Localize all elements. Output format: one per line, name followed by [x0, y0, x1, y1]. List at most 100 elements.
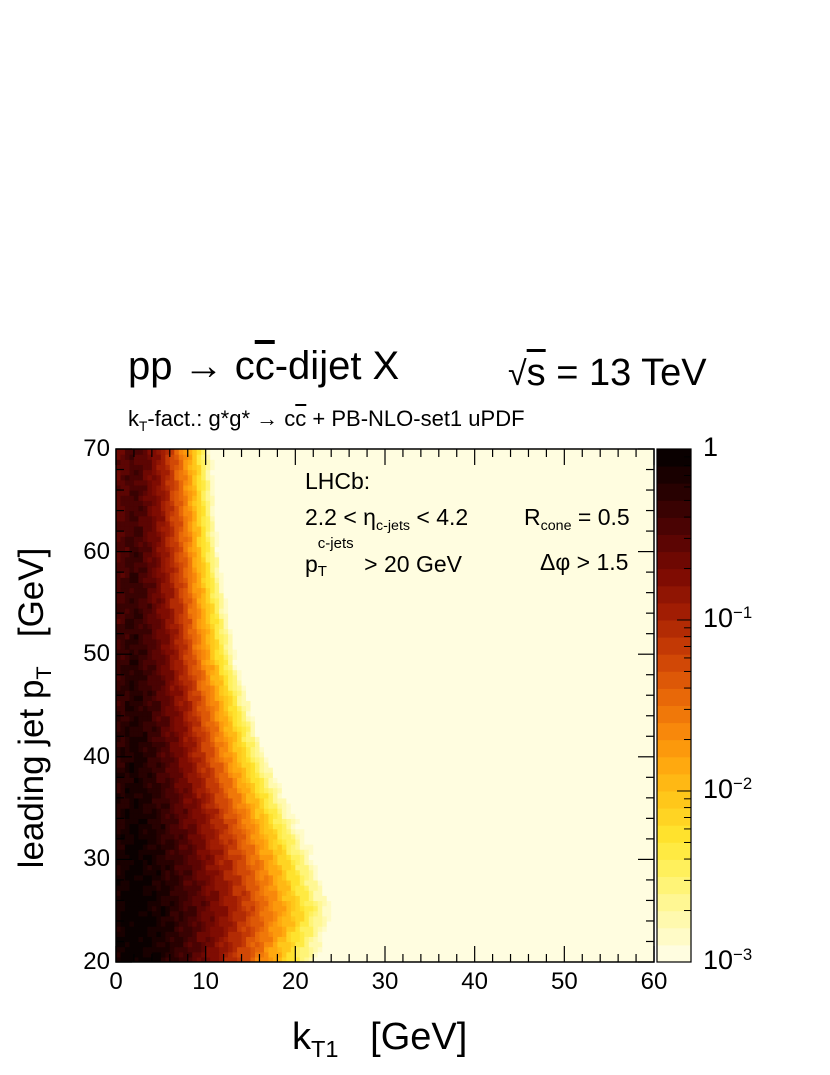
- heatmap-cell: [237, 946, 243, 953]
- heatmap-cell: [411, 792, 417, 799]
- heatmap-cell: [519, 946, 525, 953]
- heatmap-cell: [160, 946, 166, 953]
- heatmap-cell: [174, 813, 180, 819]
- heatmap-cell: [497, 802, 503, 809]
- heatmap-cell: [214, 895, 220, 902]
- heatmap-cell: [165, 761, 171, 768]
- heatmap-cell: [425, 920, 431, 927]
- heatmap-cell: [447, 905, 453, 912]
- heatmap-cell: [367, 905, 373, 912]
- heatmap-cell: [322, 777, 328, 784]
- heatmap-cell: [604, 869, 610, 876]
- heatmap-cell: [358, 802, 364, 809]
- heatmap-cell: [187, 854, 193, 860]
- heatmap-cell: [214, 818, 220, 825]
- heatmap-cell: [349, 792, 355, 799]
- heatmap-cell: [250, 864, 256, 871]
- heatmap-cell: [492, 808, 498, 814]
- heatmap-cell: [201, 808, 207, 814]
- heatmap-cell: [559, 854, 565, 860]
- heatmap-cell: [398, 900, 404, 907]
- heatmap-cell: [223, 777, 229, 784]
- heatmap-cell: [228, 833, 234, 840]
- heatmap-cell: [555, 874, 561, 881]
- heatmap-cell: [174, 926, 180, 932]
- heatmap-cell: [169, 905, 175, 912]
- heatmap-cell: [555, 864, 561, 871]
- heatmap-cell: [228, 787, 234, 794]
- heatmap-cell: [196, 931, 202, 937]
- heatmap-cell: [326, 869, 332, 876]
- heatmap-cell: [416, 767, 422, 773]
- heatmap-cell: [492, 890, 498, 896]
- heatmap-cell: [214, 756, 220, 763]
- heatmap-cell: [398, 751, 404, 758]
- heatmap-cell: [116, 844, 122, 850]
- heatmap-cell: [523, 767, 530, 773]
- heatmap-cell: [349, 746, 355, 753]
- heatmap-cell: [142, 844, 148, 850]
- heatmap-cell: [393, 808, 400, 814]
- heatmap-cell: [636, 915, 642, 922]
- heatmap-cell: [649, 910, 654, 917]
- heatmap-cell: [156, 756, 162, 763]
- heatmap-cell: [151, 761, 157, 768]
- heatmap-cell: [416, 808, 422, 814]
- heatmap-cell: [129, 956, 135, 962]
- heatmap-cell: [600, 782, 606, 789]
- heatmap-cell: [160, 951, 166, 958]
- heatmap-cell: [393, 946, 400, 953]
- heatmap-cell: [129, 885, 135, 891]
- heatmap-cell: [250, 869, 256, 876]
- heatmap-cell: [219, 915, 225, 922]
- heatmap-cell: [402, 833, 409, 840]
- heatmap-cell: [385, 833, 391, 840]
- heatmap-cell: [528, 828, 534, 835]
- heatmap-cell: [147, 926, 153, 932]
- heatmap-cell: [609, 818, 615, 825]
- heatmap-cell: [290, 895, 296, 902]
- heatmap-cell: [326, 956, 332, 962]
- heatmap-cell: [595, 890, 601, 896]
- heatmap-cell: [492, 854, 498, 860]
- heatmap-cell: [263, 761, 270, 768]
- heatmap-cell: [160, 869, 166, 876]
- heatmap-cell: [174, 833, 180, 840]
- heatmap-cell: [618, 869, 624, 876]
- heatmap-cell: [340, 905, 346, 912]
- heatmap-cell: [546, 833, 552, 840]
- heatmap-cell: [541, 823, 547, 830]
- heatmap-cell: [169, 782, 175, 789]
- heatmap-cell: [299, 751, 305, 758]
- heatmap-cell: [465, 864, 471, 871]
- heatmap-cell: [165, 920, 171, 927]
- heatmap-cell: [129, 879, 135, 886]
- heatmap-cell: [434, 802, 440, 809]
- heatmap-cell: [483, 797, 489, 804]
- heatmap-cell: [550, 895, 556, 902]
- heatmap-cell: [331, 813, 337, 819]
- heatmap-cell: [313, 792, 319, 799]
- heatmap-cell: [479, 869, 485, 876]
- heatmap-cell: [483, 885, 489, 891]
- heatmap-cell: [228, 751, 234, 758]
- heatmap-cell: [627, 797, 633, 804]
- heatmap-cell: [349, 920, 355, 927]
- heatmap-cell: [210, 956, 216, 962]
- heatmap-cell: [640, 879, 646, 886]
- heatmap-cell: [600, 772, 606, 778]
- heatmap-cell: [124, 782, 131, 789]
- heatmap-cell: [506, 895, 512, 902]
- heatmap-cell: [631, 946, 637, 953]
- heatmap-cell: [268, 797, 274, 804]
- heatmap-cell: [389, 782, 395, 789]
- heatmap-cell: [528, 864, 534, 871]
- heatmap-cell: [640, 802, 646, 809]
- heatmap-cell: [568, 797, 574, 804]
- heatmap-cell: [523, 900, 530, 907]
- heatmap-cell: [488, 813, 494, 819]
- heatmap-cell: [331, 756, 337, 763]
- heatmap-cell: [389, 926, 395, 932]
- heatmap-cell: [156, 823, 162, 830]
- heatmap-cell: [573, 879, 579, 886]
